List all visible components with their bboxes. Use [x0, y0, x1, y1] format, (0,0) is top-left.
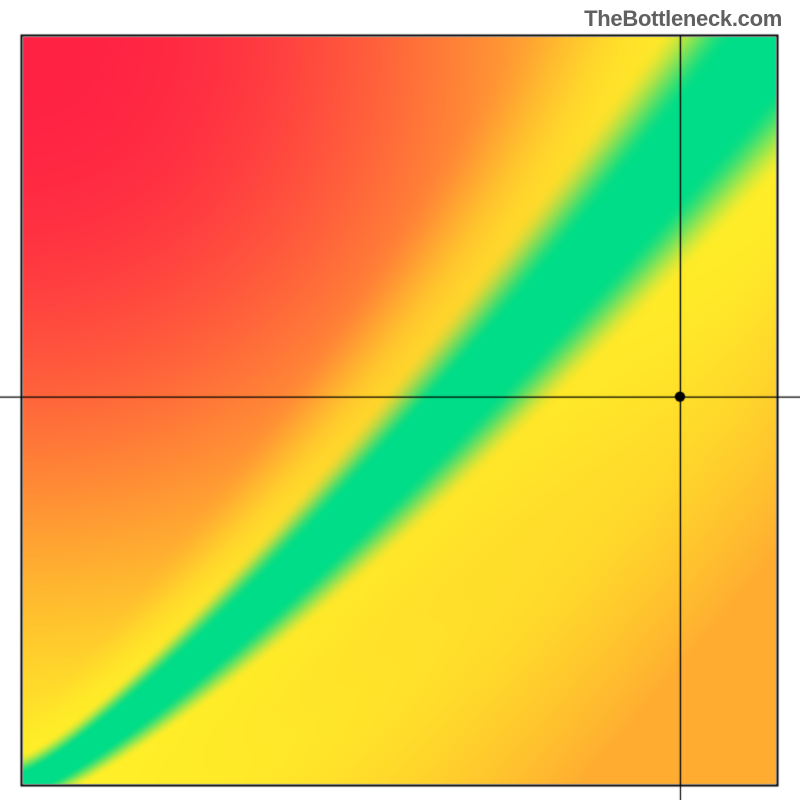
watermark-text: TheBottleneck.com — [584, 6, 782, 32]
bottleneck-chart: { "watermark": { "text": "TheBottleneck.… — [0, 0, 800, 800]
overlay-canvas — [0, 0, 800, 800]
